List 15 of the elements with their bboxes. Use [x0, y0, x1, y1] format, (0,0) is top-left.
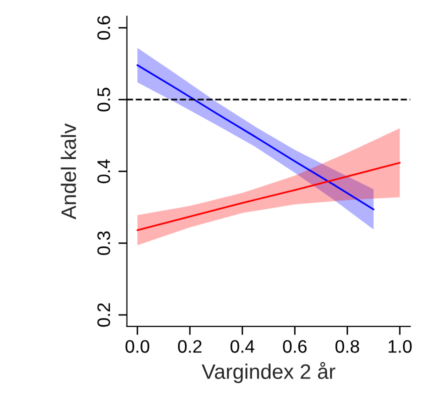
y-axis-title: Andel kalv — [60, 123, 76, 220]
y-tick-label: 0.4 — [97, 159, 110, 184]
x-tick-label: 0.0 — [126, 340, 150, 353]
y-tick-label: 0.5 — [97, 88, 110, 112]
x-tick-label: 0.8 — [335, 340, 360, 353]
x-axis-title: Vargindex 2 år — [202, 362, 336, 384]
x-tick-label: 0.4 — [230, 340, 254, 353]
line-series — [136, 64, 374, 210]
x-tick-label: 0.6 — [283, 340, 307, 353]
y-tick-label: 0.3 — [97, 231, 110, 255]
line-series — [136, 162, 401, 232]
x-tick-label: 0.2 — [178, 340, 202, 353]
x-tick-label: 1.0 — [388, 340, 412, 353]
y-tick-label: 0.6 — [97, 16, 110, 40]
y-tick-label: 0.2 — [97, 303, 110, 327]
